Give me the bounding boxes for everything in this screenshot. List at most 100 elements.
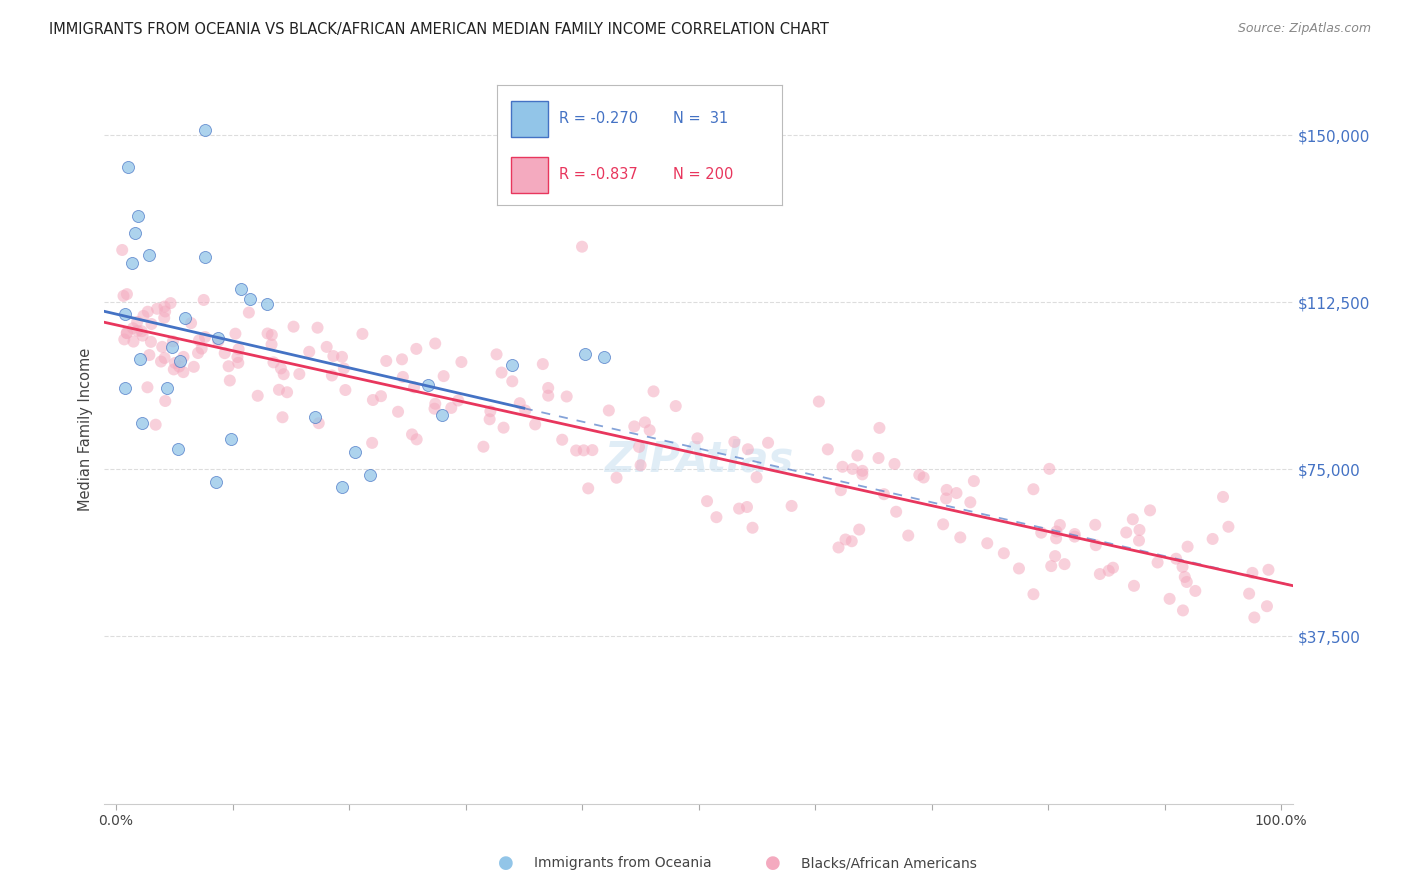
Text: Immigrants from Oceania: Immigrants from Oceania <box>534 856 711 871</box>
Point <box>163 356 186 370</box>
Point <box>273 368 295 382</box>
Point <box>288 367 311 381</box>
Point <box>623 419 645 434</box>
Point <box>111 243 134 257</box>
Point <box>908 467 931 482</box>
Point <box>115 326 138 340</box>
Point <box>491 366 513 380</box>
Point <box>884 505 907 519</box>
Point <box>127 209 149 223</box>
Point <box>136 380 159 394</box>
Point <box>1171 559 1194 574</box>
Point <box>129 351 152 366</box>
Point <box>993 546 1015 560</box>
Point <box>361 436 384 450</box>
Point <box>1128 533 1150 548</box>
Point <box>935 491 957 506</box>
Point <box>912 470 935 484</box>
Point <box>827 541 849 555</box>
Point <box>440 401 463 415</box>
Point <box>846 449 869 463</box>
Point <box>1184 583 1206 598</box>
Point <box>1159 591 1181 606</box>
Point <box>897 528 920 542</box>
Point <box>218 359 240 374</box>
Point <box>124 227 146 241</box>
Point <box>638 423 661 437</box>
Point <box>883 457 905 471</box>
Point <box>606 471 628 485</box>
Point <box>1218 520 1240 534</box>
Point <box>581 443 603 458</box>
Point <box>959 495 981 509</box>
Point <box>304 409 326 424</box>
Point <box>574 347 596 361</box>
Point <box>531 357 554 371</box>
Point <box>121 256 143 270</box>
Point <box>141 317 163 331</box>
Point <box>735 500 758 514</box>
Point <box>935 483 957 497</box>
Point <box>214 346 236 360</box>
Point <box>479 404 502 418</box>
Point <box>1171 603 1194 617</box>
Point <box>207 331 229 345</box>
Point <box>298 344 321 359</box>
Point <box>1022 482 1045 496</box>
Point <box>155 394 177 409</box>
Point <box>145 417 167 432</box>
Point <box>136 304 159 318</box>
Point <box>976 536 998 550</box>
Point <box>737 442 759 457</box>
Point <box>555 390 578 404</box>
Point <box>207 334 229 349</box>
Text: ●: ● <box>765 855 782 872</box>
Point <box>115 287 138 301</box>
Point <box>194 330 217 344</box>
Point <box>267 383 290 397</box>
Point <box>1128 523 1150 537</box>
Point <box>723 434 745 449</box>
Point <box>1243 610 1265 624</box>
Point <box>1175 574 1198 589</box>
Point <box>228 342 250 356</box>
Point <box>173 310 195 325</box>
Point <box>163 362 186 376</box>
Point <box>945 486 967 500</box>
Point <box>537 381 560 395</box>
Point <box>841 534 863 549</box>
Point <box>188 334 211 348</box>
Point <box>634 416 657 430</box>
Point <box>630 458 652 473</box>
Point <box>315 340 337 354</box>
Point <box>153 300 176 314</box>
Point <box>1257 563 1279 577</box>
Point <box>728 501 751 516</box>
Point <box>335 383 357 397</box>
Point <box>122 334 145 349</box>
Point <box>224 326 246 341</box>
Point <box>167 359 190 374</box>
Point <box>183 359 205 374</box>
Point <box>153 351 176 365</box>
Y-axis label: Median Family Income: Median Family Income <box>79 348 93 511</box>
Point <box>114 307 136 321</box>
Point <box>868 451 890 466</box>
Text: Source: ZipAtlas.com: Source: ZipAtlas.com <box>1237 22 1371 36</box>
Point <box>447 393 470 408</box>
Point <box>1038 462 1060 476</box>
Point <box>1098 564 1121 578</box>
Point <box>352 326 374 341</box>
Point <box>1063 530 1085 544</box>
Point <box>1123 579 1146 593</box>
Point <box>515 403 537 417</box>
Point <box>370 389 392 403</box>
Point <box>401 427 423 442</box>
Point <box>1115 525 1137 540</box>
Point <box>218 374 240 388</box>
Point <box>139 334 162 349</box>
Point <box>307 320 329 334</box>
Point <box>492 420 515 434</box>
Point <box>963 474 986 488</box>
Point <box>391 352 413 367</box>
